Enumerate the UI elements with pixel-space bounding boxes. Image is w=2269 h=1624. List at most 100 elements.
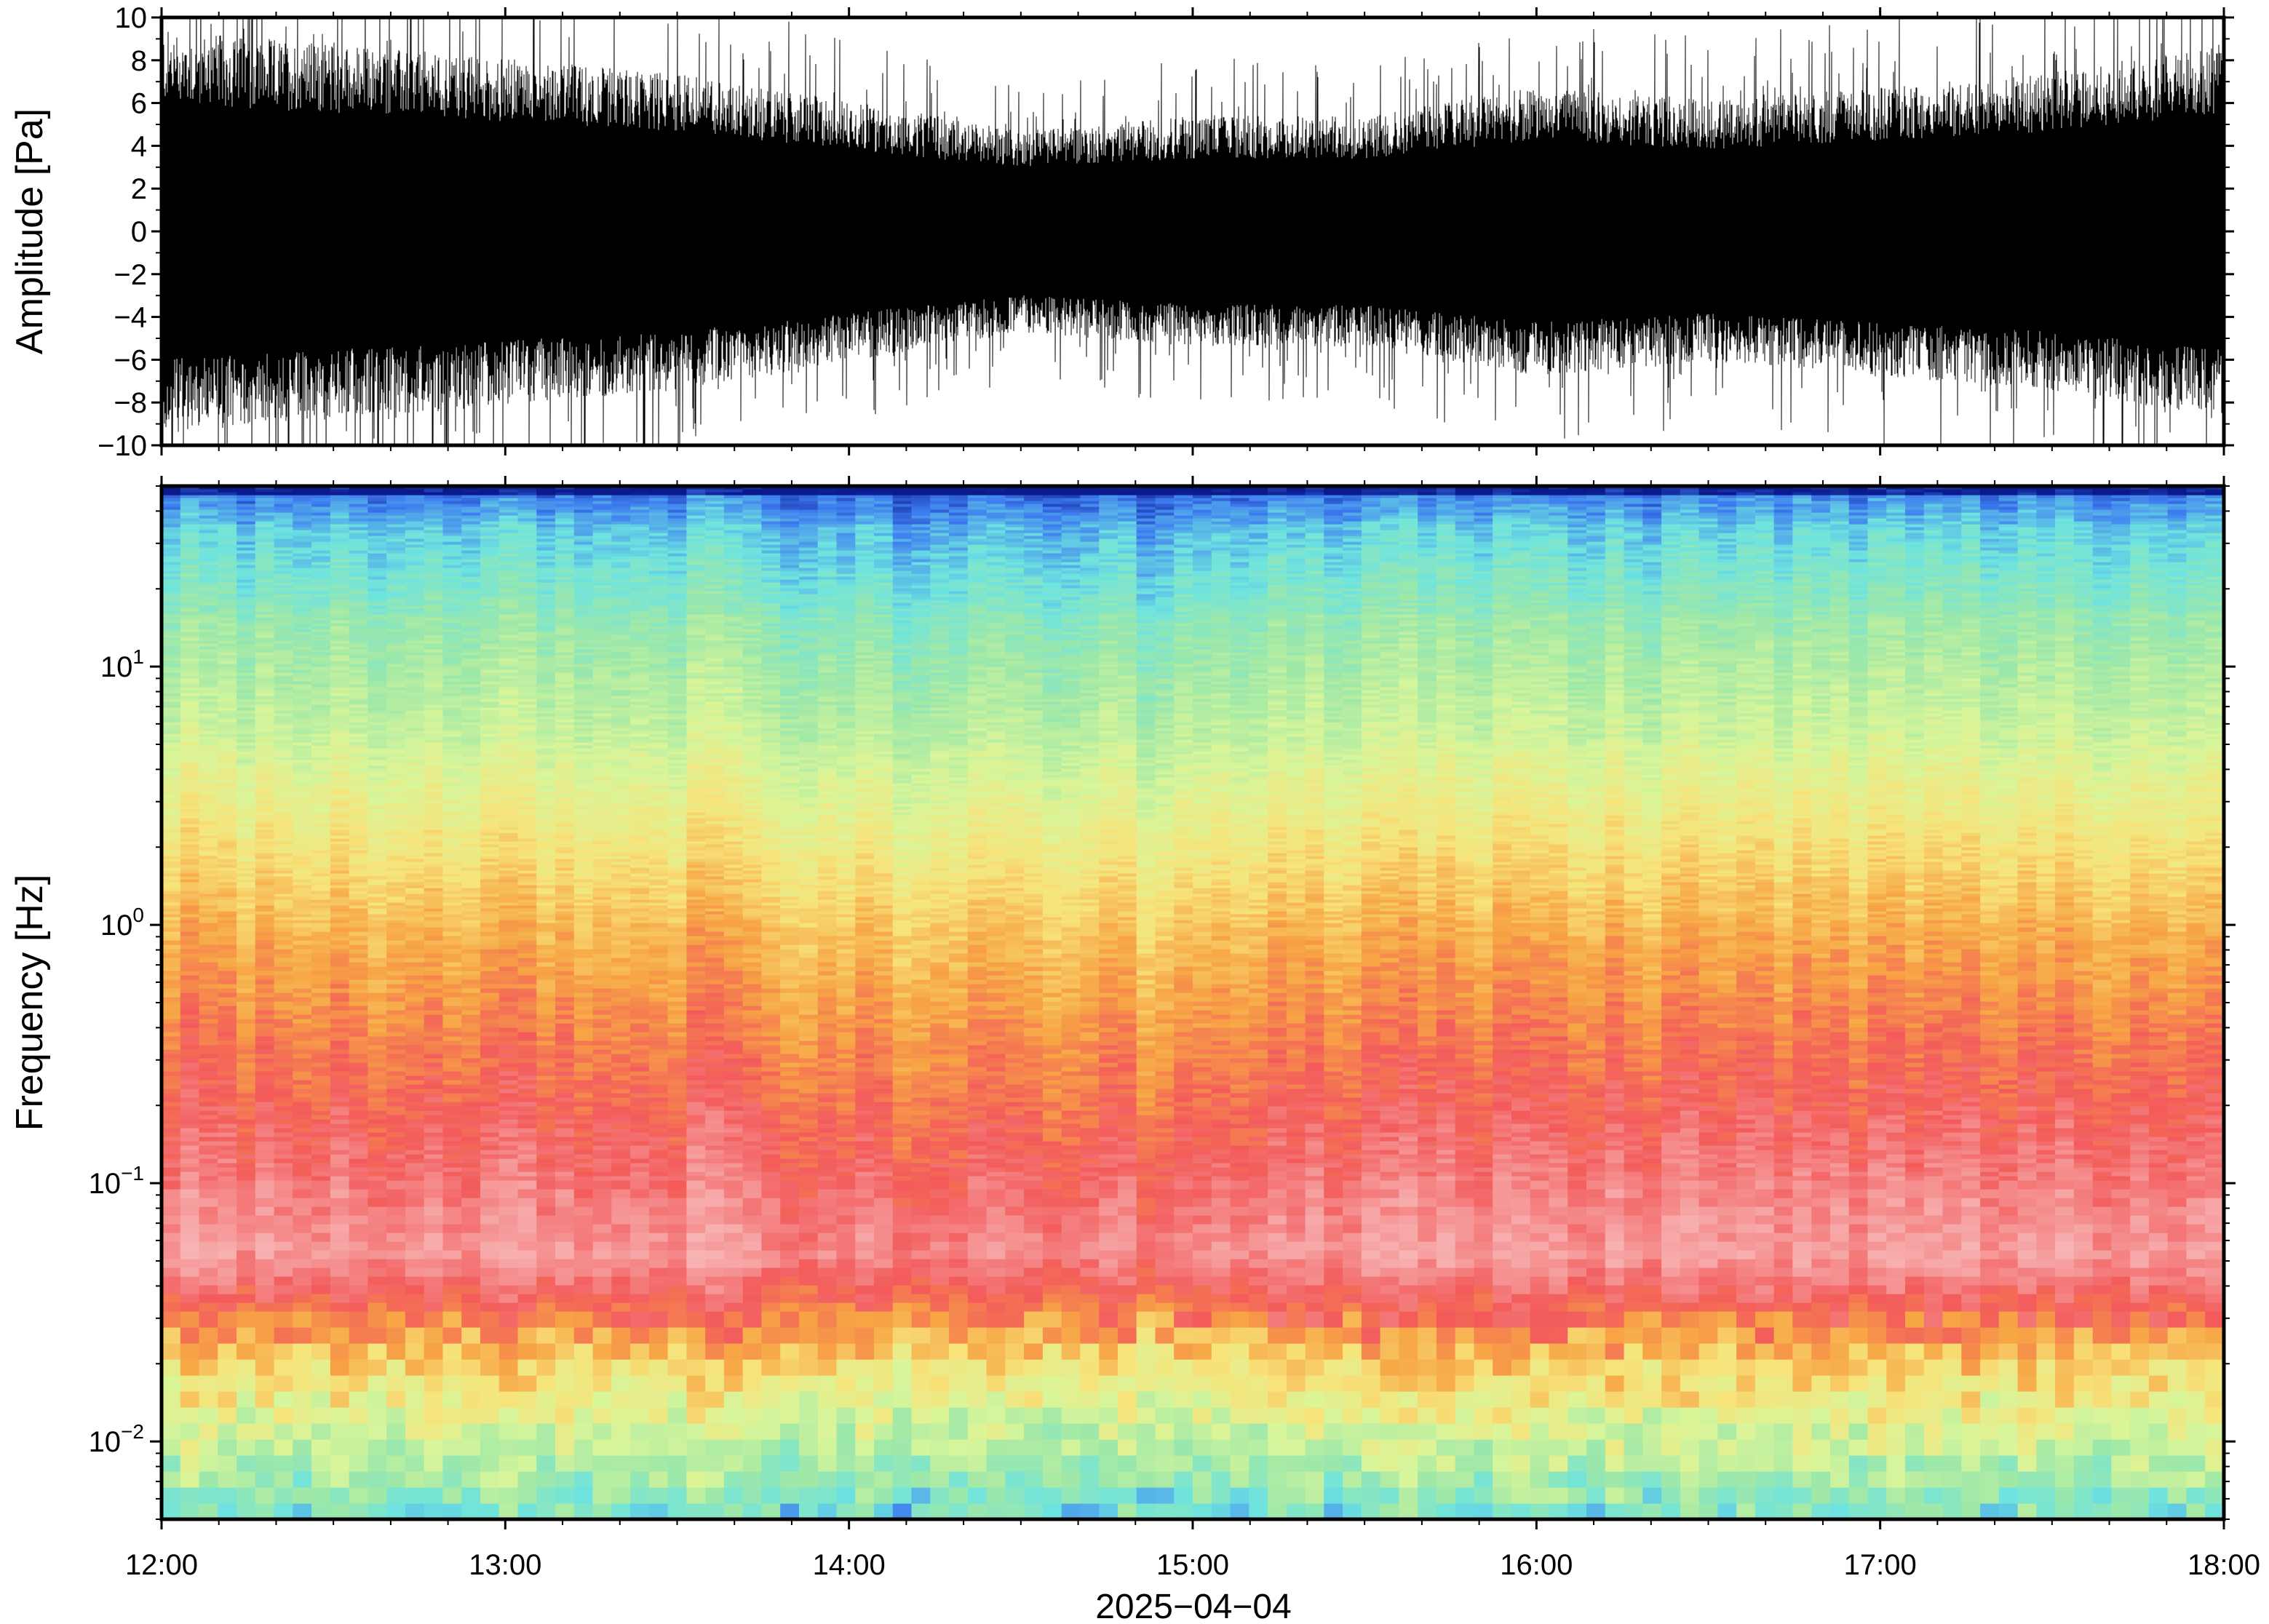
spectrogram-cell (443, 725, 463, 728)
spectrogram-cell (180, 568, 200, 571)
spectrogram-cell (405, 739, 425, 743)
spectrogram-cell (461, 800, 481, 804)
spectrogram-cell (237, 646, 256, 650)
spectrogram-cell (218, 1115, 237, 1120)
spectrogram-cell (311, 1054, 331, 1059)
spectrogram-cell (405, 1250, 425, 1259)
spectrogram-cell (237, 893, 256, 897)
spectrogram-cell (218, 949, 237, 954)
spectrogram-cell (461, 876, 481, 880)
spectrogram-cell (162, 1327, 181, 1344)
spectrogram-cell (367, 806, 387, 810)
spectrogram-cell (218, 1067, 237, 1072)
spectrogram-cell (405, 783, 425, 787)
spectrogram-cell (480, 859, 500, 862)
spectrogram-cell (330, 728, 350, 731)
spectrogram-cell (293, 988, 312, 993)
spectrogram-cell (199, 1150, 219, 1155)
spectrogram-cell (199, 1123, 219, 1129)
spectrogram-cell (499, 1154, 519, 1159)
spectrogram-cell (199, 815, 219, 819)
spectrogram-cell (311, 1176, 331, 1181)
spectrogram-cell (480, 637, 500, 641)
spectrogram-cell (480, 1006, 500, 1011)
spectrogram-cell (518, 966, 538, 971)
spectrogram-cell (405, 763, 425, 766)
spectrogram-cell (255, 658, 275, 661)
spectrogram-cell (443, 521, 463, 525)
spectrogram-cell (162, 800, 181, 804)
spectrogram-cell (311, 1375, 331, 1392)
spectrogram-cell (180, 815, 200, 819)
spectrogram-cell (367, 1097, 387, 1102)
spectrogram-cell (461, 1006, 481, 1011)
spectrogram-cell (180, 905, 200, 909)
spectrogram-cell (518, 1088, 538, 1094)
spectrogram-cell (386, 984, 406, 989)
spectrogram-cell (255, 666, 275, 670)
spectrogram-cell (162, 1036, 181, 1041)
spectrogram-cell (349, 879, 369, 883)
spectrogram-cell (405, 629, 425, 632)
spectrogram-cell (499, 958, 519, 963)
spectrogram-cell (367, 944, 387, 950)
spectrogram-cell (330, 710, 350, 714)
spectrogram-cell (499, 748, 519, 752)
spectrogram-cell (499, 944, 519, 950)
spectrogram-cell (443, 988, 463, 993)
spectrogram-cell (162, 725, 181, 728)
spectrogram-cell (199, 1375, 219, 1392)
spectrogram-cell (461, 690, 481, 693)
spectrogram-cell (499, 927, 519, 932)
spectrogram-cell (293, 962, 312, 967)
spectrogram-cell (330, 1189, 350, 1198)
spectrogram-cell (461, 1110, 481, 1115)
spectrogram-cell (405, 1343, 425, 1360)
spectrogram-cell (180, 675, 200, 679)
spectrogram-cell (218, 1267, 237, 1277)
spectrogram-cell (461, 1040, 481, 1046)
spectrogram-cell (330, 1206, 350, 1216)
spectrogram-cell (367, 1093, 387, 1098)
spectrogram-cell (499, 626, 519, 629)
spectrogram-cell (274, 1455, 294, 1472)
spectrogram-cell (349, 1375, 369, 1392)
spectrogram-cell (255, 649, 275, 653)
spectrogram-cell (255, 873, 275, 877)
spectrogram-cell (499, 1503, 519, 1520)
spectrogram-cell (424, 850, 444, 853)
spectrogram-cell (461, 1032, 481, 1037)
spectrogram-cell (367, 844, 387, 848)
spectrogram-cell (424, 971, 444, 976)
spectrogram-cell (237, 649, 256, 653)
spectrogram-cell (461, 1302, 481, 1312)
spectrogram-cell (367, 1150, 387, 1155)
spectrogram-cell (180, 962, 200, 967)
spectrogram-cell (536, 984, 556, 989)
spectrogram-cell (180, 701, 200, 705)
spectrogram-cell (162, 501, 181, 504)
spectrogram-cell (162, 707, 181, 711)
spectrogram-cell (162, 512, 181, 516)
spectrogram-cell (461, 565, 481, 568)
spectrogram-cell (518, 1487, 538, 1504)
spectrogram-cell (443, 629, 463, 632)
spectrogram-cell (311, 1067, 331, 1072)
spectrogram-cell (480, 1132, 500, 1137)
spectrogram-cell (199, 824, 219, 827)
spectrogram-cell (199, 997, 219, 1002)
spectrogram-cell (274, 713, 294, 717)
spectrogram-cell (255, 556, 275, 560)
spectrogram-cell (255, 637, 275, 641)
spectrogram-cell (255, 1276, 275, 1286)
spectrogram-cell (386, 597, 406, 600)
spectrogram-cell (162, 835, 181, 839)
spectrogram-cell (293, 1163, 312, 1168)
spectrogram-cell (386, 1080, 406, 1085)
spectrogram-cell (311, 1119, 331, 1124)
spectrogram-cell (443, 605, 463, 609)
spectrogram-cell (162, 853, 181, 856)
spectrogram-cell (330, 1215, 350, 1225)
spectrogram-cell (199, 768, 219, 772)
spectrogram-cell (330, 562, 350, 565)
